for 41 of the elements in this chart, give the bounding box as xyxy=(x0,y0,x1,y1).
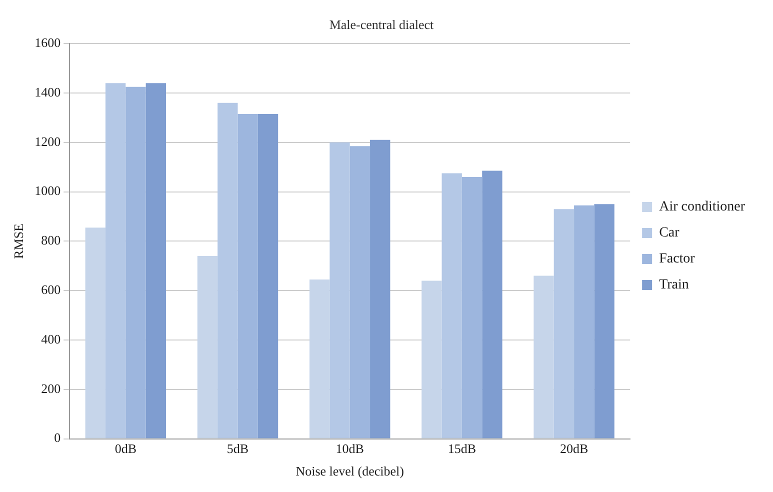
bar xyxy=(126,86,146,438)
x-tick-label: 0dB xyxy=(114,441,137,456)
bar xyxy=(146,83,166,438)
y-tick-label: 0 xyxy=(54,430,61,446)
legend-label: Air conditioner xyxy=(659,200,746,215)
legend-label: Train xyxy=(659,278,689,293)
chart-title: Male-central dialect xyxy=(329,17,434,32)
bar xyxy=(330,142,350,438)
y-tick-label: 800 xyxy=(41,232,61,248)
bar xyxy=(105,83,126,438)
bar xyxy=(218,102,238,438)
y-tick-label: 1600 xyxy=(34,35,61,50)
bar xyxy=(309,279,330,438)
bar xyxy=(482,170,502,438)
bar xyxy=(238,114,258,438)
legend-label: Factor xyxy=(659,252,696,267)
bar xyxy=(370,140,390,438)
x-axis-title: Noise level (decibel) xyxy=(296,464,404,479)
bar xyxy=(422,280,442,438)
bar xyxy=(462,176,482,438)
y-tick-label: 200 xyxy=(41,380,61,396)
bar xyxy=(85,228,106,438)
bar xyxy=(258,114,278,438)
bar xyxy=(594,204,614,438)
y-tick-label: 400 xyxy=(41,331,61,346)
bar xyxy=(534,276,554,438)
x-tick-label: 15dB xyxy=(448,441,476,456)
y-tick-label: 1400 xyxy=(34,84,61,100)
y-axis-title: RMSE xyxy=(11,223,26,259)
x-tick-label: 20dB xyxy=(560,441,588,456)
y-tick-label: 1200 xyxy=(34,134,61,149)
y-tick-label: 600 xyxy=(41,282,61,298)
bar xyxy=(554,209,574,438)
legend-label: Car xyxy=(659,226,680,241)
x-tick-label: 10dB xyxy=(336,441,364,456)
x-tick-label: 5dB xyxy=(226,441,249,456)
y-tick-label: 1000 xyxy=(34,183,61,198)
bar xyxy=(197,256,218,438)
bar xyxy=(574,205,594,438)
bar xyxy=(442,173,462,438)
bar xyxy=(350,146,370,438)
